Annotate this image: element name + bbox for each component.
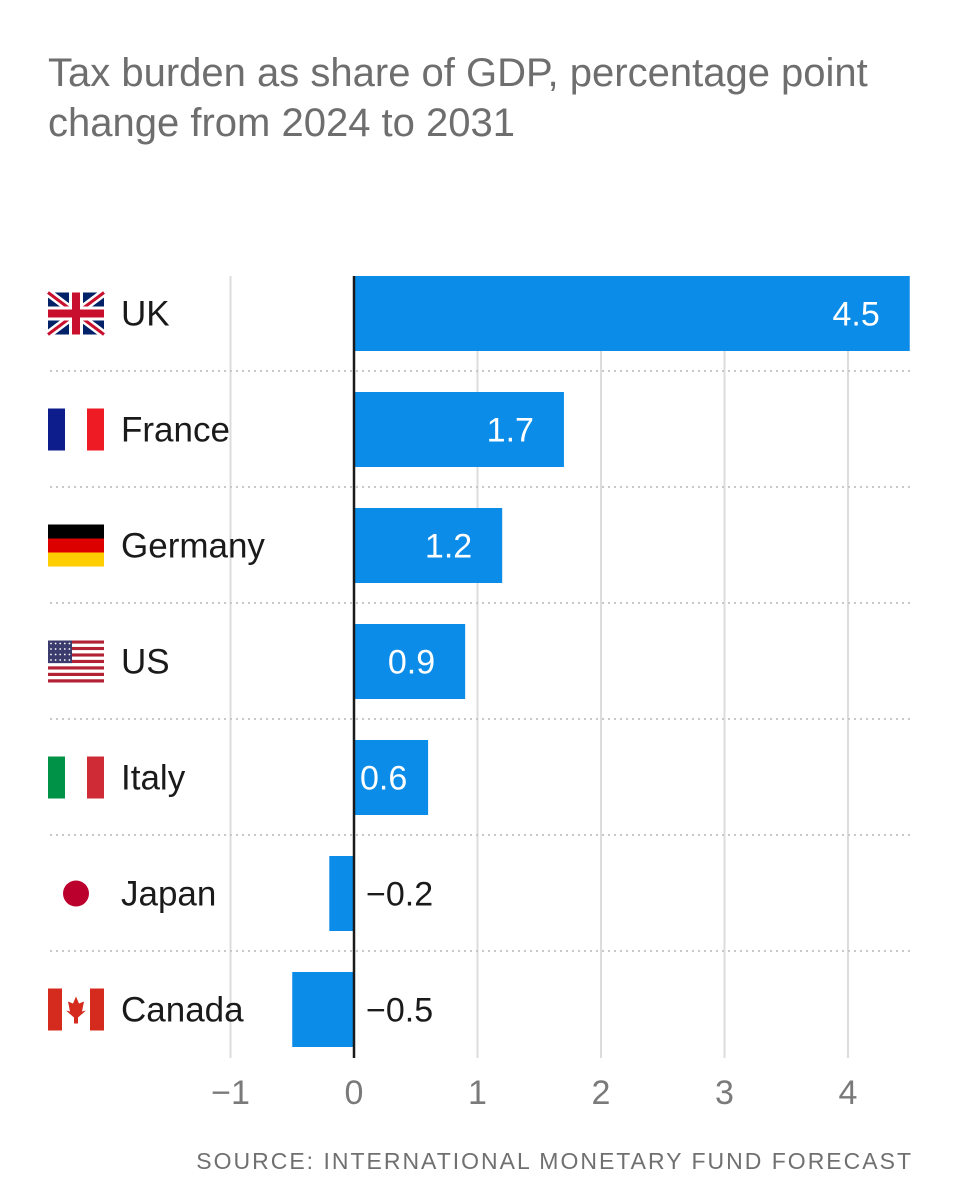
value-label-france: 1.7 <box>487 412 534 450</box>
us-flag-icon <box>48 640 104 683</box>
source-note: SOURCE: INTERNATIONAL MONETARY FUND FORE… <box>196 1148 913 1174</box>
bar-us <box>354 624 466 699</box>
bar-canada <box>292 972 354 1047</box>
bar-italy <box>354 740 429 815</box>
x-tick-label: 4 <box>839 1074 858 1112</box>
bar-france <box>354 392 564 467</box>
bar-germany <box>354 508 503 583</box>
uk-flag-icon <box>45 289 107 338</box>
category-label-france: France <box>121 411 230 450</box>
france-flag-icon <box>48 408 104 451</box>
x-tick-label: 1 <box>468 1074 487 1112</box>
italy-flag-icon <box>48 756 104 799</box>
canada-flag-icon <box>48 988 104 1031</box>
x-tick-label: 3 <box>715 1074 734 1112</box>
value-label-uk: 4.5 <box>832 296 879 334</box>
value-label-japan: −0.2 <box>366 876 433 914</box>
bar-chart: UK 4.5 France 1.7 Germany 1.2 US 0.9 Italy 0.6 Jap… <box>45 276 911 1112</box>
category-label-japan: Japan <box>121 875 216 914</box>
category-label-italy: Italy <box>121 759 186 798</box>
value-label-us: 0.9 <box>388 644 435 682</box>
x-tick-label: −1 <box>211 1074 250 1112</box>
category-label-canada: Canada <box>121 991 244 1030</box>
value-label-canada: −0.5 <box>366 992 433 1030</box>
x-tick-label: 0 <box>345 1074 364 1112</box>
germany-flag-icon <box>48 524 104 567</box>
category-label-germany: Germany <box>121 527 265 566</box>
category-label-us: US <box>121 643 170 682</box>
chart-title: Tax burden as share of GDP, percentage p… <box>48 51 868 145</box>
x-tick-label: 2 <box>592 1074 611 1112</box>
bar-japan <box>329 856 354 931</box>
category-label-uk: UK <box>121 295 170 334</box>
value-label-germany: 1.2 <box>425 528 472 566</box>
value-label-italy: 0.6 <box>360 760 407 798</box>
bar-uk <box>354 276 910 351</box>
japan-flag-icon <box>63 880 89 907</box>
